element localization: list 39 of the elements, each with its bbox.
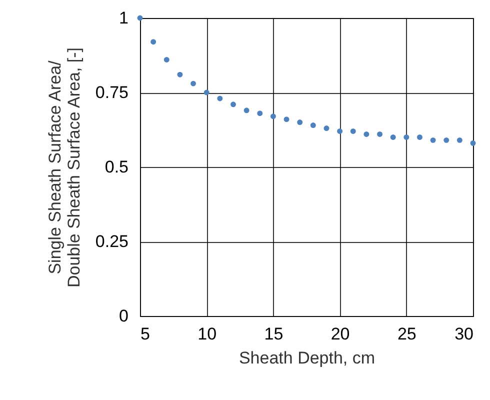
point <box>364 131 370 137</box>
y-tick-label: 0.75 <box>95 83 128 102</box>
point <box>377 131 382 137</box>
y-tick-label: 0 <box>119 306 128 326</box>
x-tick-label: 30 <box>454 324 474 344</box>
point <box>337 128 343 134</box>
x-tick-label: 20 <box>330 324 350 344</box>
y-axis-title: Single Sheath Surface Area/ Double Sheath Surface Area, [-] <box>45 47 84 288</box>
point <box>137 15 143 21</box>
x-axis-title: Sheath Depth, cm <box>238 348 376 368</box>
point <box>230 102 236 108</box>
point <box>164 56 170 62</box>
point <box>190 80 196 86</box>
point <box>150 39 156 45</box>
x-tick-label: 15 <box>264 324 284 344</box>
x-tick-label: 10 <box>198 324 217 344</box>
point <box>177 72 183 78</box>
y-tick-label: 1 <box>119 8 128 28</box>
point <box>204 90 210 96</box>
y-tick-label: 0.25 <box>95 232 128 251</box>
point <box>430 137 436 143</box>
x-tick-label: 5 <box>140 324 150 344</box>
point <box>270 114 276 120</box>
point <box>470 140 476 146</box>
point <box>284 116 290 122</box>
point <box>350 128 356 134</box>
point <box>324 126 330 131</box>
x-tick-label: 25 <box>397 324 416 344</box>
point <box>444 137 450 143</box>
y-tick-label: 0.5 <box>104 158 128 176</box>
point <box>244 108 250 114</box>
point <box>257 110 263 116</box>
point <box>404 134 410 140</box>
point <box>390 134 396 140</box>
point <box>456 137 462 143</box>
point <box>416 134 422 140</box>
point <box>310 122 316 128</box>
point <box>217 96 223 102</box>
point <box>297 120 303 126</box>
